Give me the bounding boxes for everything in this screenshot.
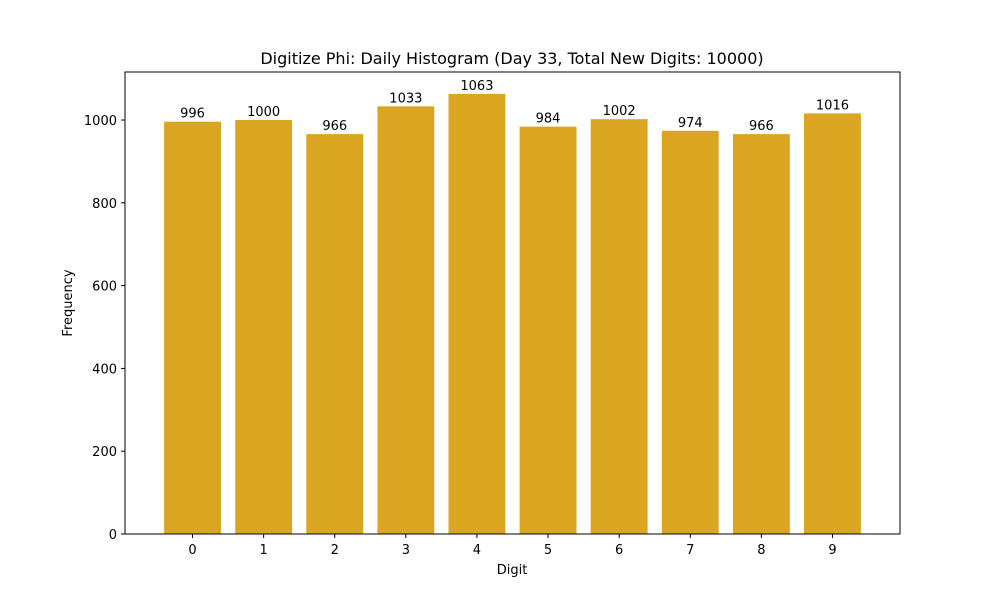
bar-digit-8 [732, 134, 790, 534]
plot-frame [124, 71, 901, 535]
bar-value-label: 966 [749, 119, 774, 134]
bar-digit-7 [661, 130, 719, 534]
bar-digit-4 [448, 93, 506, 534]
bar-digit-6 [590, 119, 648, 535]
x-tick-label: 1 [260, 543, 268, 558]
bar-digit-3 [377, 106, 435, 534]
x-tick-label: 7 [686, 543, 694, 558]
x-tick-label: 0 [188, 543, 196, 558]
bar-value-label: 1033 [389, 91, 422, 106]
bar-digit-1 [235, 120, 293, 534]
x-tick-label: 9 [828, 543, 836, 558]
bar-digit-9 [804, 113, 861, 534]
data-labels: 996 1000 966 1033 1063 984 1002 974 966 1016 [180, 79, 849, 134]
bar-value-label: 1000 [247, 105, 280, 120]
x-tick-label: 2 [331, 543, 339, 558]
bar-digit-5 [519, 126, 577, 534]
y-tick-label: 800 [92, 197, 117, 212]
bar-digit-2 [306, 134, 364, 534]
y-axis-label: Frequency [61, 269, 76, 336]
x-tick-label: 6 [615, 543, 623, 558]
x-tick-label: 3 [402, 543, 410, 558]
y-tick-label: 200 [92, 445, 117, 460]
y-tick-label: 1000 [84, 114, 117, 129]
bar-value-label: 1002 [603, 104, 636, 119]
x-tick-label: 4 [473, 543, 481, 558]
bar-value-label: 966 [322, 119, 347, 134]
y-axis-ticks: 0 200 400 600 800 1000 [84, 114, 125, 543]
x-axis-ticks: 0 1 2 3 4 5 6 7 8 9 [188, 534, 837, 558]
bar-value-label: 984 [536, 112, 561, 127]
x-axis-label: Digit [497, 563, 528, 578]
bar-series [164, 93, 861, 535]
bar-digit-0 [164, 121, 221, 534]
y-tick-label: 0 [109, 528, 117, 543]
chart-title: Digitize Phi: Daily Histogram (Day 33, T… [260, 49, 763, 68]
bar-value-label: 996 [180, 107, 205, 122]
y-tick-label: 400 [92, 362, 117, 377]
x-tick-label: 8 [757, 543, 765, 558]
x-tick-label: 5 [544, 543, 552, 558]
bar-value-label: 974 [678, 116, 703, 131]
y-tick-label: 600 [92, 280, 117, 295]
bar-value-label: 1063 [460, 79, 493, 94]
bar-value-label: 1016 [816, 98, 849, 113]
